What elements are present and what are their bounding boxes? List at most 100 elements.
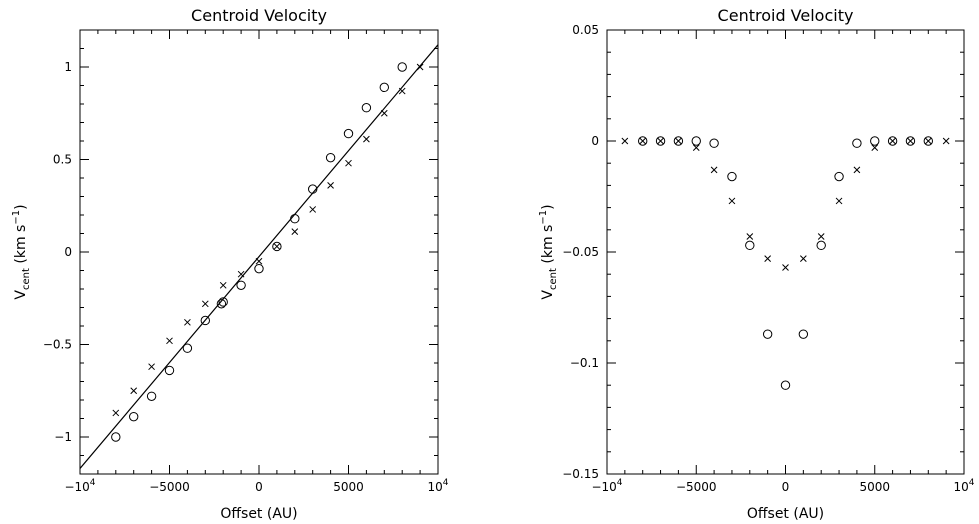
circle-marker — [780, 380, 791, 390]
cross-marker — [130, 387, 138, 395]
x-axis-label: Offset (AU) — [747, 506, 824, 522]
x-axis-label: Offset (AU) — [220, 506, 297, 522]
cross-marker — [746, 233, 754, 240]
data-layer — [80, 44, 438, 469]
cross-marker — [692, 144, 700, 152]
circle-marker — [111, 432, 121, 442]
circle-marker — [638, 136, 648, 146]
cross-marker — [237, 270, 245, 278]
y-tick-label: 0.05 — [572, 23, 599, 37]
x-tick-label: −104 — [591, 478, 622, 494]
circle-marker — [361, 103, 372, 113]
x-tick-label: −5000 — [149, 480, 190, 494]
circle-marker — [146, 391, 157, 401]
cross-marker — [166, 337, 173, 345]
circle-marker — [272, 241, 282, 252]
cross-marker — [184, 318, 191, 326]
y-axis-label-subscript: cent — [548, 268, 559, 290]
cross-marker — [782, 264, 789, 271]
cross-marker — [942, 137, 950, 145]
chart-panel-2: −104 −5000 0 5000 104−0.15−0.1−0.0500.05Cent… — [538, 6, 975, 522]
circle-marker — [905, 136, 916, 146]
y-tick-label: 0 — [64, 245, 72, 259]
cross-marker — [639, 137, 647, 145]
cross-marker — [363, 135, 370, 143]
circle-marker — [218, 297, 228, 307]
x-tick-label-base: −10 — [64, 480, 89, 494]
circle-marker — [887, 136, 898, 146]
x-tick-label-base: −10 — [591, 480, 616, 494]
x-tick-label: 104 — [953, 478, 974, 494]
y-tick-label: −0.05 — [562, 245, 599, 259]
x-tick-label: 5000 — [859, 480, 890, 494]
y-axis-label-unit-exponent: −1 — [538, 210, 549, 225]
circle-marker — [709, 138, 719, 148]
circle-marker — [236, 280, 246, 290]
chart-title: Centroid Velocity — [718, 6, 854, 25]
plot-frame — [79, 29, 439, 475]
cross-marker — [112, 409, 120, 417]
y-tick-label: −1 — [54, 430, 72, 444]
x-tick-label-exponent: 4 — [969, 478, 975, 488]
cross-marker — [710, 166, 718, 174]
circle-marker — [655, 136, 666, 146]
circle-marker — [834, 171, 844, 182]
circle-marker — [325, 152, 336, 163]
circle-marker — [200, 315, 211, 326]
y-axis-label-unit-close: ) — [13, 204, 29, 209]
cross-marker — [799, 255, 807, 263]
circle-marker — [798, 329, 809, 339]
cross-marker — [817, 233, 825, 240]
circle-marker — [870, 136, 880, 146]
circle-marker — [343, 128, 354, 139]
x-tick-label: 5000 — [333, 480, 364, 494]
circle-marker — [923, 136, 933, 146]
circle-marker — [182, 343, 193, 353]
cross-marker — [835, 197, 843, 205]
x-tick-label-base: 10 — [953, 480, 968, 494]
cross-marker — [291, 228, 299, 236]
cross-marker — [309, 206, 317, 213]
cross-marker — [219, 281, 227, 289]
chart-title: Centroid Velocity — [191, 6, 327, 25]
y-axis-label: Vcent (km s−1) — [11, 204, 32, 299]
cross-marker — [621, 137, 629, 145]
y-axis-label-subscript: cent — [21, 268, 32, 290]
y-tick-label: 0 — [591, 134, 599, 148]
cross-marker — [728, 197, 736, 205]
x-tick-label: 0 — [782, 480, 790, 494]
cross-marker — [345, 159, 352, 167]
circle-marker — [816, 240, 826, 251]
cross-marker — [889, 137, 896, 145]
circle-marker — [254, 263, 264, 274]
circle-marker — [727, 171, 737, 182]
y-axis-label-symbol: V — [540, 290, 556, 300]
y-axis-label-unit: (km s — [540, 225, 556, 268]
cross-marker — [148, 363, 155, 371]
cross-marker — [907, 137, 914, 145]
cross-marker — [201, 300, 209, 308]
x-tick-label: 104 — [427, 478, 448, 494]
y-tick-label: −0.1 — [570, 356, 599, 370]
cross-marker — [764, 255, 772, 263]
x-tick-label-exponent: 4 — [90, 478, 96, 488]
circle-marker — [852, 138, 862, 148]
y-tick-label: −0.15 — [562, 467, 599, 481]
x-tick-label: −5000 — [676, 480, 717, 494]
y-tick-label: 0.5 — [53, 153, 72, 167]
x-tick-label-base: 10 — [427, 480, 442, 494]
y-axis-label-symbol: V — [13, 290, 29, 300]
circle-marker — [379, 82, 389, 93]
y-axis-label: Vcent (km s−1) — [538, 204, 559, 299]
circle-marker — [129, 411, 139, 422]
x-tick-label: 0 — [255, 480, 263, 494]
y-tick-label: 1 — [64, 60, 72, 74]
cross-marker — [327, 182, 334, 189]
y-axis-label-unit: (km s — [13, 225, 29, 268]
cross-marker — [924, 137, 932, 145]
circle-marker — [673, 136, 684, 146]
cross-marker — [871, 144, 879, 152]
x-tick-label: −104 — [64, 478, 95, 494]
